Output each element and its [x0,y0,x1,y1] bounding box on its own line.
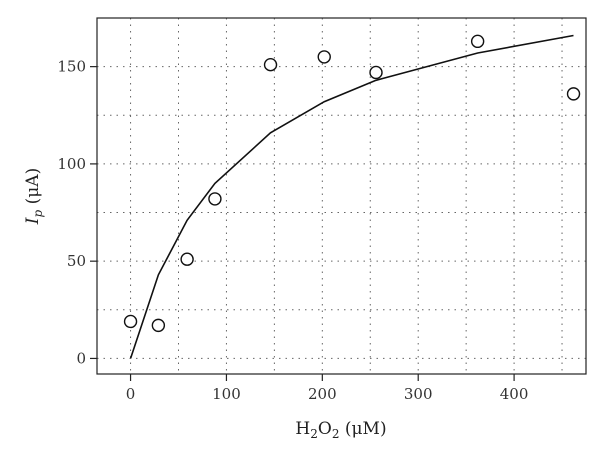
y-tick-label: 100 [57,155,86,173]
data-point [317,50,331,64]
data-point [208,192,222,206]
data-point [369,65,383,80]
y-tick-label: 150 [57,58,86,76]
x-tick-label: 100 [212,385,241,403]
plot-frame [96,17,587,375]
x-tick-label: 300 [404,385,433,403]
y-tick-label: 50 [67,252,86,270]
grid-lines [97,18,586,374]
axis-ticks: 0 100 200 300 400 0 50 100 150 [57,58,528,403]
fit-curve [129,34,574,359]
data-point [566,87,581,101]
data-point [123,314,138,329]
x-axis-title: H2O2 (μM) [295,419,386,441]
y-axis-title: Ip (μA) [23,168,45,225]
y-tick-label: 0 [76,349,86,367]
data-point [263,57,278,72]
x-tick-label: 400 [500,385,529,403]
data-point [470,34,485,49]
x-tick-label: 200 [308,385,337,403]
data-point [180,252,194,266]
data-points-layer [123,34,581,333]
data-point [151,318,166,333]
x-tick-label: 0 [126,385,136,403]
fit-curve-layer [129,34,574,359]
